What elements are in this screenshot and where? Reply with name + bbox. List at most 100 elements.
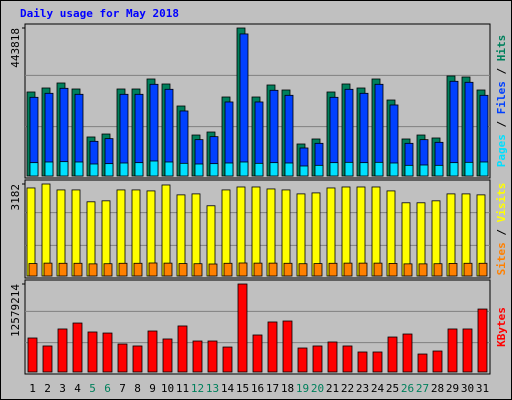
bar (447, 328, 458, 373)
x-tick-label: 12 (191, 382, 204, 395)
bar (477, 308, 488, 373)
x-tick-label: 27 (416, 382, 429, 395)
x-tick-label: 25 (386, 382, 399, 395)
bar (341, 186, 351, 277)
x-tick-label: 16 (251, 382, 264, 395)
bar (162, 338, 173, 373)
x-tick-label: 14 (221, 382, 235, 395)
bar (298, 263, 308, 277)
bar (358, 262, 368, 277)
bar (29, 162, 39, 177)
bar (342, 345, 353, 373)
x-tick-label: 6 (104, 382, 111, 395)
bar (26, 187, 36, 277)
bar (193, 263, 203, 277)
legend-entry: Visits (495, 183, 508, 223)
bar (314, 164, 324, 177)
x-tick-label: 24 (371, 382, 385, 395)
bar (224, 162, 234, 177)
bar (402, 333, 413, 373)
x-tick-label: 13 (206, 382, 219, 395)
bar (178, 263, 188, 277)
x-tick-label: 28 (431, 382, 444, 395)
bar (374, 161, 384, 177)
bar (478, 262, 488, 277)
bar (161, 184, 171, 277)
bar (222, 346, 233, 373)
bar (356, 186, 366, 277)
bar (403, 263, 413, 277)
bar (148, 262, 158, 277)
bar (102, 332, 113, 373)
bar (283, 262, 293, 277)
bar (312, 345, 323, 373)
bar (372, 351, 383, 373)
x-tick-label: 23 (356, 382, 369, 395)
bar (267, 321, 278, 373)
bar (433, 263, 443, 277)
x-tick-label: 20 (311, 382, 324, 395)
bar (164, 161, 174, 177)
bar (389, 162, 399, 177)
bar (104, 163, 114, 177)
bar (208, 263, 218, 277)
legend-separator: / (495, 61, 508, 81)
bar (88, 263, 98, 277)
y-tick-label: 12579214 (9, 284, 22, 337)
bar (359, 162, 369, 177)
bar (43, 262, 53, 277)
x-tick-label: 7 (119, 382, 126, 395)
bar (238, 262, 248, 277)
bar (299, 165, 309, 177)
bar (252, 334, 263, 373)
x-tick-label: 10 (161, 382, 174, 395)
bar (254, 162, 264, 177)
x-tick-label: 4 (74, 382, 81, 395)
bar (194, 163, 204, 177)
x-tick-label: 21 (326, 382, 339, 395)
legend-entry: Files (495, 81, 508, 114)
x-tick-label: 29 (446, 382, 459, 395)
bar (479, 161, 489, 177)
bar (418, 263, 428, 277)
bar (449, 162, 459, 177)
bar (119, 162, 129, 177)
legend-entry: Hits (495, 35, 508, 62)
bar (27, 337, 38, 373)
x-tick-label: 17 (266, 382, 279, 395)
bar (177, 325, 188, 373)
bar (44, 161, 54, 177)
bar (251, 186, 261, 277)
x-tick-label: 22 (341, 382, 354, 395)
bar (268, 262, 278, 277)
bar (343, 262, 353, 277)
bar (57, 328, 68, 373)
chart-title: Daily usage for May 2018 (20, 7, 179, 20)
bar (328, 262, 338, 277)
bar (73, 262, 83, 277)
x-tick-label: 31 (476, 382, 489, 395)
bar (59, 161, 69, 177)
bar (149, 160, 159, 177)
bar (449, 80, 459, 177)
bar (329, 162, 339, 177)
bar (419, 164, 429, 177)
bar (463, 262, 473, 277)
y-tick-label: 443818 (9, 28, 22, 68)
x-tick-label: 8 (134, 382, 141, 395)
bar (284, 162, 294, 177)
legend-separator: / (495, 114, 508, 134)
bar (417, 353, 428, 373)
x-tick-label: 18 (281, 382, 294, 395)
bar (103, 263, 113, 277)
bar (72, 322, 83, 373)
x-tick-label: 26 (401, 382, 414, 395)
bar (28, 263, 38, 277)
bar (373, 262, 383, 277)
bar (223, 262, 233, 277)
legend-separator: / (495, 222, 508, 242)
x-tick-label: 1 (29, 382, 36, 395)
bar (87, 331, 98, 373)
bar (434, 164, 444, 177)
bar (207, 340, 218, 373)
